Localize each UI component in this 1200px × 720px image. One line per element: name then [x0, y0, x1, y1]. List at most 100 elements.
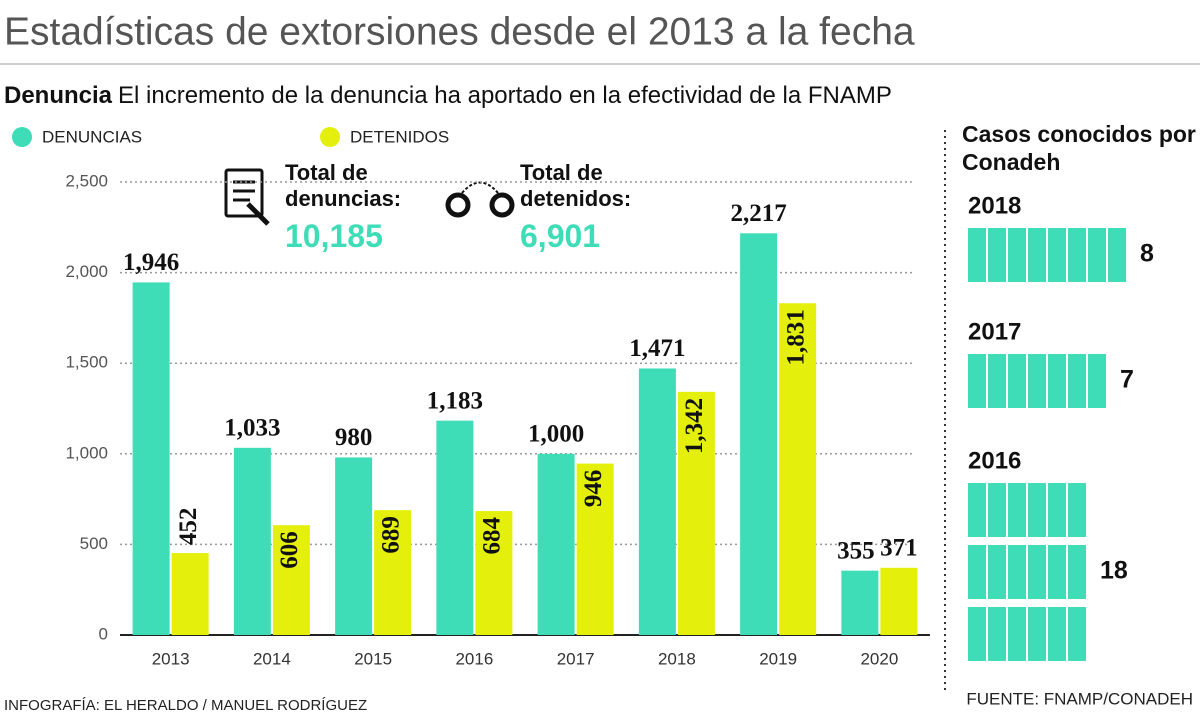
- pictogram-cell: [1048, 545, 1066, 599]
- bar: [880, 567, 918, 635]
- value-label: 946: [580, 470, 607, 508]
- value-label: 1,000: [528, 421, 584, 448]
- pictogram-cell: [988, 545, 1006, 599]
- legend-swatch: [12, 127, 32, 147]
- pictogram-cell: [1048, 483, 1066, 537]
- total-label: Total de detenidos:: [520, 160, 632, 211]
- total-value: 10,185: [285, 218, 383, 254]
- value-label: 606: [276, 531, 303, 569]
- total-label: Total de denuncias:: [285, 160, 402, 211]
- value-label: 452: [175, 508, 202, 546]
- y-tick-label: 2,000: [65, 262, 108, 281]
- pictogram-cell: [1008, 607, 1026, 661]
- pictogram-cell: [988, 607, 1006, 661]
- pictogram: [968, 228, 1126, 282]
- pictogram-cell: [988, 354, 1006, 408]
- handcuffs-icon: [445, 181, 515, 218]
- pictogram-cell: [1048, 228, 1066, 282]
- bar: [537, 453, 575, 635]
- side-year: 2017: [968, 318, 1021, 345]
- bar: [335, 457, 373, 635]
- value-label: 1,033: [224, 415, 280, 442]
- x-tick-label: 2015: [354, 649, 392, 668]
- pictogram-cell: [988, 228, 1006, 282]
- x-tick-label: 2017: [557, 649, 595, 668]
- side-title: Casos conocidos por Conadeh: [962, 121, 1196, 175]
- bar: [576, 463, 614, 635]
- pictogram-cell: [1008, 483, 1026, 537]
- source: FUENTE: FNAMP/CONADEH: [966, 689, 1193, 708]
- value-label: 1,471: [629, 335, 685, 362]
- bar: [779, 303, 817, 635]
- pictogram-cell: [1068, 483, 1086, 537]
- pictogram-cell: [1108, 228, 1126, 282]
- x-tick-label: 2013: [152, 649, 190, 668]
- total-value: 6,901: [520, 218, 601, 254]
- legend-label: DENUNCIAS: [42, 127, 142, 146]
- bar: [171, 553, 209, 635]
- value-label: 1,183: [427, 387, 483, 414]
- bar: [374, 510, 412, 635]
- pictogram-cell: [1028, 607, 1046, 661]
- pictogram: [968, 483, 1086, 661]
- pictogram-cell: [988, 483, 1006, 537]
- pictogram-cell: [1088, 354, 1106, 408]
- x-tick-label: 2018: [658, 649, 696, 668]
- pictogram-cell: [1008, 354, 1026, 408]
- value-label: 684: [479, 517, 506, 555]
- pictogram-cell: [1068, 607, 1086, 661]
- subtitle-text: El incremento de la denuncia ha aportado…: [118, 82, 892, 109]
- side-value: 18: [1100, 557, 1128, 585]
- pictogram-cell: [968, 545, 986, 599]
- bar: [740, 233, 778, 635]
- subtitle: Denuncia El incremento de la denuncia ha …: [4, 82, 892, 109]
- bar: [272, 525, 310, 635]
- y-tick-label: 1,500: [65, 353, 108, 372]
- pictogram-cell: [1028, 354, 1046, 408]
- bar: [677, 391, 715, 635]
- pictogram-cell: [1048, 354, 1066, 408]
- pictogram-cell: [1088, 228, 1106, 282]
- document-icon: [224, 168, 270, 226]
- value-label: 689: [377, 516, 404, 554]
- y-tick-label: 2,500: [65, 171, 108, 190]
- value-label: 1,342: [681, 398, 708, 454]
- chart-title: Estadísticas de extorsiones desde el 201…: [4, 10, 915, 53]
- value-label: 1,831: [782, 309, 809, 365]
- pictogram-cell: [968, 607, 986, 661]
- bar: [132, 282, 170, 635]
- value-label: 1,946: [123, 249, 179, 276]
- pictogram-cell: [1028, 545, 1046, 599]
- side-value: 7: [1120, 366, 1134, 394]
- side-year: 2016: [968, 447, 1021, 474]
- pictogram: [968, 354, 1106, 408]
- pictogram-cell: [1028, 228, 1046, 282]
- value-label: 371: [880, 535, 918, 562]
- pictogram-cell: [1008, 228, 1026, 282]
- y-tick-label: 1,000: [65, 443, 108, 462]
- legend-label: DETENIDOS: [350, 127, 449, 146]
- x-tick-label: 2020: [860, 649, 898, 668]
- pictogram-cell: [1068, 545, 1086, 599]
- value-label: 980: [335, 424, 373, 451]
- y-tick-label: 0: [99, 624, 108, 643]
- side-value: 8: [1140, 240, 1154, 268]
- bar: [233, 447, 271, 635]
- bar: [638, 368, 676, 635]
- y-tick-label: 500: [80, 534, 108, 553]
- x-tick-label: 2014: [253, 649, 291, 668]
- value-label: 355: [837, 537, 875, 564]
- value-label: 2,217: [731, 200, 787, 227]
- x-tick-label: 2016: [455, 649, 493, 668]
- side-year: 2018: [968, 192, 1021, 219]
- pictogram-cell: [1068, 228, 1086, 282]
- pictogram-cell: [1008, 545, 1026, 599]
- pictogram-cell: [1068, 354, 1086, 408]
- bar: [436, 420, 474, 635]
- pictogram-cell: [968, 483, 986, 537]
- pictogram-cell: [1028, 483, 1046, 537]
- pictogram-cell: [968, 354, 986, 408]
- bar: [841, 570, 879, 635]
